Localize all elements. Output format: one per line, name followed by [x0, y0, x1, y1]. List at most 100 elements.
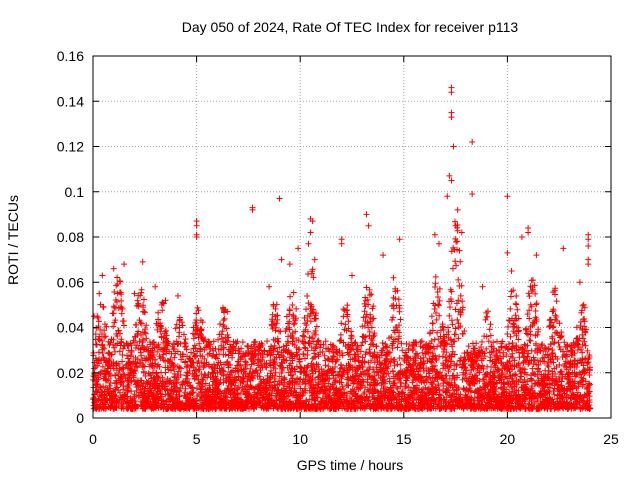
data-point: [459, 306, 466, 313]
data-point: [518, 373, 525, 380]
data-point: [163, 327, 170, 334]
data-point: [366, 286, 373, 293]
data-point: [473, 372, 480, 379]
data-point: [290, 289, 297, 296]
data-point: [389, 345, 396, 352]
data-point: [365, 388, 372, 395]
data-point: [200, 364, 207, 371]
data-point: [244, 373, 251, 380]
data-point: [314, 394, 321, 401]
data-point: [222, 398, 229, 405]
data-point: [390, 302, 397, 309]
data-point: [585, 261, 592, 268]
data-point: [525, 229, 532, 236]
data-point: [507, 305, 514, 312]
data-point: [446, 312, 453, 319]
data-point: [566, 379, 573, 386]
data-point: [112, 372, 119, 379]
data-point: [446, 172, 453, 179]
data-point: [268, 367, 275, 374]
data-point: [291, 320, 298, 327]
data-point: [455, 276, 462, 283]
data-point: [102, 333, 109, 340]
data-point: [428, 313, 435, 320]
data-point: [409, 342, 416, 349]
data-point: [582, 342, 589, 349]
data-point: [313, 323, 320, 330]
data-point: [523, 371, 530, 378]
data-point: [266, 283, 273, 290]
data-point: [397, 316, 404, 323]
data-point: [321, 352, 328, 359]
data-point: [191, 342, 198, 349]
data-point: [171, 354, 178, 361]
data-point: [305, 240, 312, 247]
data-point: [253, 367, 260, 374]
data-point: [225, 352, 232, 359]
data-point: [139, 258, 146, 265]
data-point: [301, 333, 308, 340]
data-point: [535, 326, 542, 333]
data-point: [490, 348, 497, 355]
data-point: [452, 306, 459, 313]
data-point: [508, 375, 515, 382]
data-point: [439, 353, 446, 360]
data-point: [505, 323, 512, 330]
data-point: [162, 297, 169, 304]
data-point: [205, 371, 212, 378]
data-point: [561, 339, 568, 346]
data-point: [271, 358, 278, 365]
data-point: [338, 240, 345, 247]
data-point: [322, 362, 329, 369]
data-point: [455, 391, 462, 398]
data-point: [293, 305, 300, 312]
data-point: [470, 345, 477, 352]
data-point: [515, 336, 522, 343]
data-point: [349, 272, 355, 279]
data-point: [366, 349, 373, 356]
data-point: [95, 318, 102, 325]
data-point: [177, 351, 184, 358]
data-point: [215, 359, 222, 366]
data-point: [182, 385, 189, 392]
data-point: [505, 317, 512, 324]
data-point: [530, 354, 537, 361]
data-point: [433, 368, 440, 375]
data-point: [442, 340, 449, 347]
data-point: [140, 296, 147, 303]
data-point: [199, 389, 206, 396]
data-point: [422, 377, 429, 384]
data-point: [307, 383, 314, 390]
data-point: [479, 283, 486, 290]
data-point: [532, 307, 539, 314]
data-point: [405, 384, 412, 391]
data-point: [286, 261, 293, 268]
data-point: [513, 292, 520, 299]
data-point: [193, 310, 200, 317]
data-point: [96, 337, 103, 344]
data-point: [302, 320, 309, 327]
data-point: [369, 337, 376, 344]
data-point: [436, 302, 443, 309]
data-point: [452, 218, 459, 225]
data-point: [125, 387, 132, 394]
data-point: [313, 361, 320, 368]
data-point: [142, 330, 149, 337]
data-point: [527, 283, 534, 290]
data-point: [556, 343, 563, 350]
data-point: [501, 365, 508, 372]
data-point: [202, 392, 209, 399]
data-point: [274, 312, 281, 319]
data-point: [345, 318, 352, 325]
data-point: [136, 317, 143, 324]
data-point: [585, 236, 592, 243]
data-point: [433, 310, 440, 317]
data-point: [173, 321, 180, 328]
data-point: [459, 298, 466, 305]
data-point: [573, 324, 580, 331]
data-point: [454, 227, 461, 234]
data-point: [348, 377, 355, 384]
data-point: [399, 347, 406, 354]
data-point: [385, 350, 392, 357]
